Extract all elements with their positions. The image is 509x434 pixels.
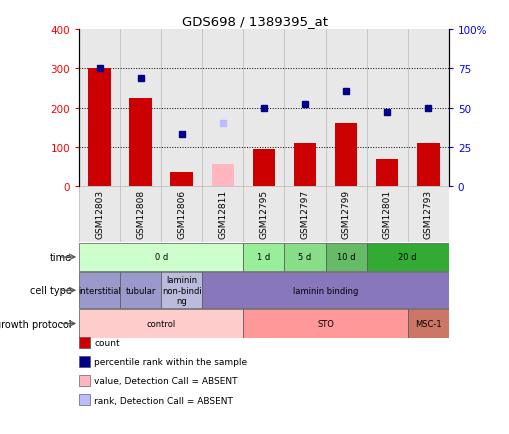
Bar: [243, 30, 284, 186]
Bar: [325, 30, 366, 186]
Bar: [79, 30, 120, 186]
Bar: [79, 309, 243, 338]
Bar: [243, 186, 284, 243]
Text: 20 d: 20 d: [398, 253, 416, 262]
Bar: [211, 165, 234, 186]
Bar: [129, 99, 152, 186]
Bar: [170, 173, 193, 186]
Text: GSM12797: GSM12797: [300, 189, 309, 238]
Bar: [79, 186, 120, 243]
Bar: [366, 30, 407, 186]
Text: interstitial: interstitial: [78, 286, 121, 295]
Bar: [202, 186, 243, 243]
Text: MSC-1: MSC-1: [414, 319, 441, 328]
Text: GSM12808: GSM12808: [136, 189, 145, 238]
Text: 5 d: 5 d: [298, 253, 311, 262]
Bar: [88, 69, 110, 186]
Text: STO: STO: [317, 319, 333, 328]
Text: 0 d: 0 d: [154, 253, 167, 262]
Bar: [293, 143, 316, 186]
Bar: [407, 186, 448, 243]
Text: GSM12795: GSM12795: [259, 189, 268, 238]
Text: 1 d: 1 d: [257, 253, 270, 262]
Bar: [202, 273, 448, 308]
Text: GDS698 / 1389395_at: GDS698 / 1389395_at: [182, 15, 327, 28]
Bar: [161, 186, 202, 243]
Bar: [120, 273, 161, 308]
Text: GSM12806: GSM12806: [177, 189, 186, 238]
Text: cell type: cell type: [30, 286, 72, 296]
Bar: [120, 30, 161, 186]
Text: percentile rank within the sample: percentile rank within the sample: [94, 358, 247, 366]
Bar: [120, 186, 161, 243]
Bar: [161, 273, 202, 308]
Text: 10 d: 10 d: [336, 253, 355, 262]
Bar: [284, 243, 325, 272]
Text: control: control: [146, 319, 176, 328]
Text: GSM12801: GSM12801: [382, 189, 391, 238]
Bar: [407, 309, 448, 338]
Bar: [325, 186, 366, 243]
Text: GSM12811: GSM12811: [218, 189, 227, 238]
Bar: [243, 243, 284, 272]
Text: value, Detection Call = ABSENT: value, Detection Call = ABSENT: [94, 377, 237, 385]
Text: GSM12793: GSM12793: [423, 189, 432, 238]
Text: laminin binding: laminin binding: [292, 286, 357, 295]
Bar: [161, 30, 202, 186]
Bar: [284, 186, 325, 243]
Bar: [325, 243, 366, 272]
Bar: [407, 30, 448, 186]
Bar: [284, 30, 325, 186]
Bar: [366, 186, 407, 243]
Bar: [375, 160, 398, 186]
Text: growth protocol: growth protocol: [0, 319, 72, 329]
Bar: [366, 243, 448, 272]
Bar: [79, 273, 120, 308]
Text: count: count: [94, 339, 120, 347]
Text: GSM12799: GSM12799: [341, 189, 350, 238]
Bar: [202, 30, 243, 186]
Text: rank, Detection Call = ABSENT: rank, Detection Call = ABSENT: [94, 396, 233, 404]
Bar: [79, 243, 243, 272]
Bar: [252, 149, 275, 186]
Text: laminin
non-bindi
ng: laminin non-bindi ng: [161, 276, 201, 306]
Text: tubular: tubular: [125, 286, 156, 295]
Bar: [243, 309, 407, 338]
Bar: [416, 144, 439, 186]
Text: time: time: [49, 253, 72, 262]
Text: GSM12803: GSM12803: [95, 189, 104, 238]
Bar: [334, 124, 357, 186]
